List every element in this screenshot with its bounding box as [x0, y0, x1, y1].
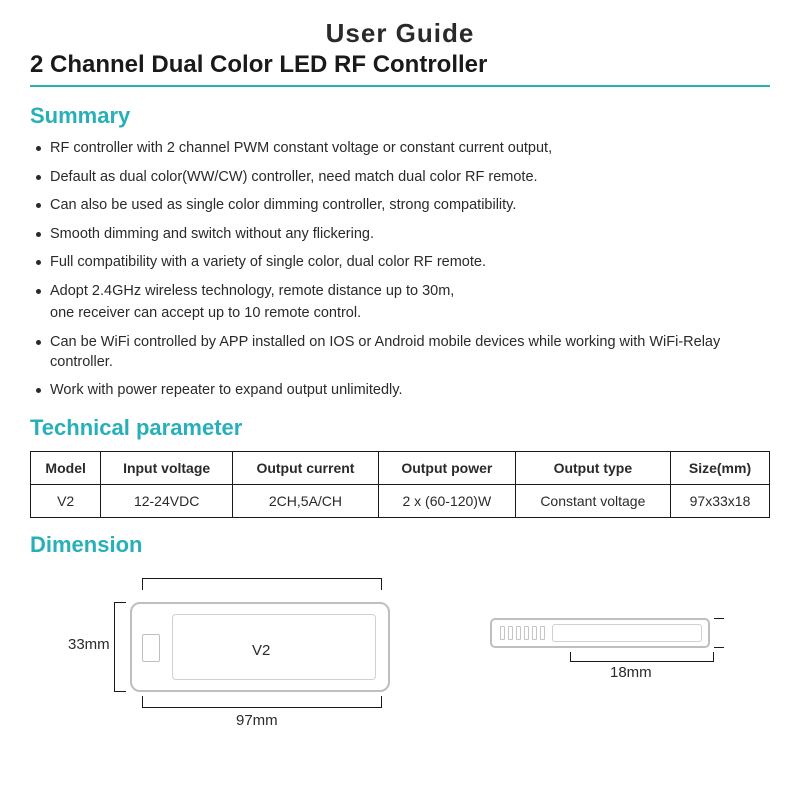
table-cell: 2 x (60-120)W: [378, 484, 515, 517]
bracket-side-bottom: [570, 652, 714, 662]
device-side-ports: [500, 626, 545, 640]
dim-height-label: 33mm: [68, 636, 110, 653]
section-summary-heading: Summary: [30, 103, 770, 129]
dimension-diagram: 33mm V2 97mm 18mm: [30, 568, 770, 738]
bracket-side-right: [714, 618, 724, 648]
summary-item: Work with power repeater to expand outpu…: [36, 381, 770, 401]
summary-item: Full compatibility with a variety of sin…: [36, 253, 770, 273]
table-row: V212-24VDC2CH,5A/CH2 x (60-120)WConstant…: [31, 484, 770, 517]
bracket-bottom: [142, 696, 382, 708]
device-port-icon: [142, 634, 160, 662]
section-dimension-heading: Dimension: [30, 532, 770, 558]
divider: [30, 85, 770, 87]
summary-item: Smooth dimming and switch without any fl…: [36, 225, 770, 245]
device-label: V2: [252, 642, 270, 659]
table-cell: V2: [31, 484, 101, 517]
table-column-header: Output type: [515, 451, 670, 484]
dim-width-label: 97mm: [236, 712, 278, 729]
device-panel: [172, 614, 376, 680]
page-subtitle: 2 Channel Dual Color LED RF Controller: [30, 51, 770, 79]
summary-item: Adopt 2.4GHz wireless technology, remote…: [36, 282, 770, 324]
table-cell: 2CH,5A/CH: [232, 484, 378, 517]
summary-item: Can be WiFi controlled by APP installed …: [36, 333, 770, 372]
device-side-panel: [552, 624, 702, 642]
table-header-row: ModelInput voltageOutput currentOutput p…: [31, 451, 770, 484]
summary-item: RF controller with 2 channel PWM constan…: [36, 139, 770, 159]
device-side-body: [490, 618, 710, 648]
table-column-header: Output power: [378, 451, 515, 484]
table-column-header: Output current: [232, 451, 378, 484]
summary-list: RF controller with 2 channel PWM constan…: [30, 139, 770, 401]
spec-table: ModelInput voltageOutput currentOutput p…: [30, 451, 770, 518]
dimension-side-view: 18mm: [490, 598, 730, 718]
section-tech-heading: Technical parameter: [30, 415, 770, 441]
table-column-header: Size(mm): [671, 451, 770, 484]
page-title: User Guide: [30, 18, 770, 49]
dim-depth-label: 18mm: [610, 664, 652, 681]
table-column-header: Model: [31, 451, 101, 484]
summary-item: Can also be used as single color dimming…: [36, 196, 770, 216]
table-cell: 12-24VDC: [101, 484, 233, 517]
dimension-front-view: 33mm V2 97mm: [70, 578, 410, 738]
bracket-top: [142, 578, 382, 590]
table-column-header: Input voltage: [101, 451, 233, 484]
table-cell: 97x33x18: [671, 484, 770, 517]
device-body: V2: [130, 602, 390, 692]
summary-item: Default as dual color(WW/CW) controller,…: [36, 168, 770, 188]
table-cell: Constant voltage: [515, 484, 670, 517]
bracket-left: [114, 602, 126, 692]
